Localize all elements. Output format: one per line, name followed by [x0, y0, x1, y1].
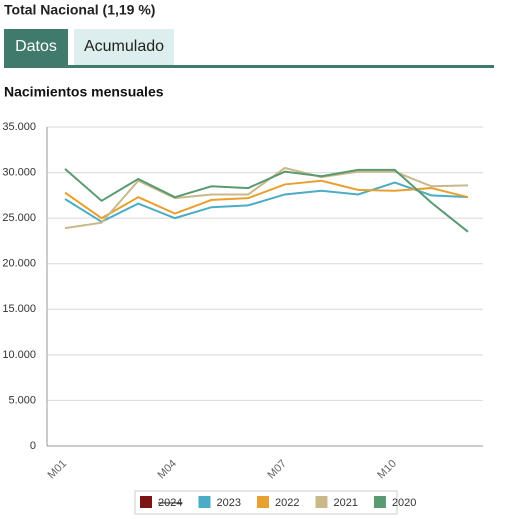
legend-swatch[interactable] [198, 496, 211, 508]
legend-swatch[interactable] [373, 496, 386, 508]
y-tick-label: 10.000 [2, 349, 36, 361]
tab[interactable] [74, 29, 174, 65]
x-tick-label: M01 [46, 458, 70, 482]
page-title: Total Nacional (1,19 %) [4, 2, 155, 18]
legend-label[interactable]: 2023 [216, 497, 240, 509]
legend-swatch[interactable] [256, 496, 269, 508]
line [64, 179, 469, 220]
y-tick-label: 20.000 [2, 258, 36, 270]
tab-active[interactable] [4, 29, 68, 65]
y-tick-label: 30.000 [2, 166, 36, 178]
legend-label[interactable]: 2020 [392, 497, 416, 509]
y-tick-label: 25.000 [2, 212, 36, 224]
y-tick-label: 15.000 [2, 303, 36, 315]
tab-label[interactable]: Datos [15, 38, 57, 55]
legend-label[interactable]: 2024 [158, 497, 182, 509]
chart-title: Nacimientos mensuales [4, 84, 164, 100]
y-tick-label: 0 [30, 440, 36, 452]
y-tick-label: 5.000 [8, 394, 36, 406]
line [64, 166, 469, 230]
tab-underline [4, 65, 494, 68]
x-tick-label: M04 [155, 458, 179, 482]
legend-label[interactable]: 2021 [333, 497, 357, 509]
y-tick-label: 35.000 [2, 121, 36, 133]
legend-label[interactable]: 2022 [275, 497, 299, 509]
tab-label[interactable]: Acumulado [84, 38, 164, 55]
legend-swatch[interactable] [140, 496, 152, 508]
x-tick-label: M10 [375, 458, 399, 482]
line [64, 181, 469, 223]
legend-swatch[interactable] [315, 496, 328, 508]
line [64, 168, 469, 233]
x-tick-label: M07 [265, 458, 289, 482]
